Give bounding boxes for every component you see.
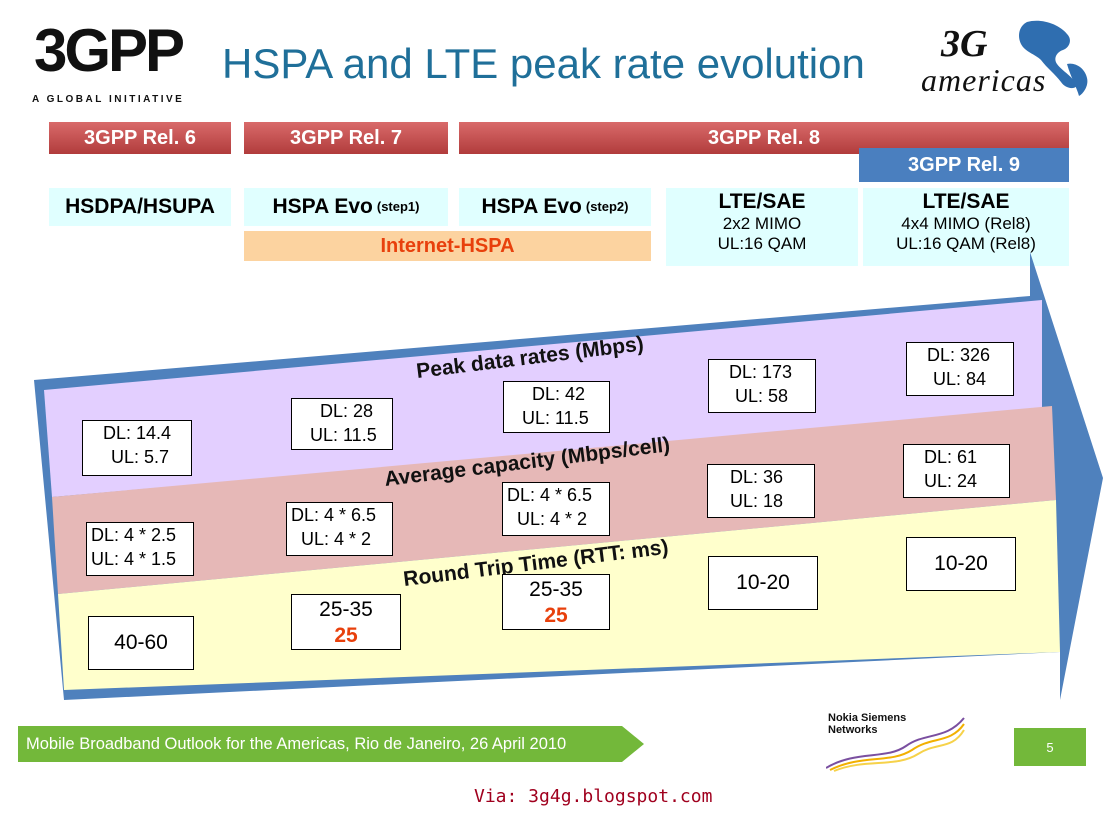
release-rel9: 3GPP Rel. 9 — [859, 148, 1069, 182]
rtt-range: 25-35 — [529, 578, 583, 601]
3gpp-logo-tagline: A GLOBAL INITIATIVE — [32, 94, 185, 105]
release-rel6: 3GPP Rel. 6 — [49, 122, 231, 154]
via-credit: Via: 3g4g.blogspot.com — [474, 786, 713, 807]
rtt-range: 10-20 — [934, 552, 988, 575]
rtt-range: 40-60 — [114, 631, 168, 654]
capacity-box-rel7: DL: 4 * 6.5 UL: 4 * 2 — [286, 502, 393, 556]
tech-lte-sae-rel8-mimo: 2x2 MIMO — [722, 214, 802, 233]
peak-rate-ul: UL: 58 — [735, 386, 789, 406]
nsn-logo-line2: Networks — [828, 724, 878, 736]
nsn-swoosh-icon — [826, 717, 965, 772]
tech-lte-sae-rel9: LTE/SAE 4x4 MIMO (Rel8) UL:16 QAM (Rel8) — [863, 188, 1069, 266]
peak-rate-box-lte-rel8: DL: 173 UL: 58 — [708, 359, 816, 413]
capacity-ul: UL: 18 — [730, 491, 784, 511]
capacity-box-rel6: DL: 4 * 2.5 UL: 4 * 1.5 — [86, 522, 194, 576]
peak-rate-ul: UL: 11.5 — [522, 408, 589, 428]
rtt-box-rel6: 40-60 — [88, 616, 194, 670]
3g-americas-top: 3G — [941, 23, 988, 65]
3gpp-logo-text: 3GPP — [34, 17, 185, 84]
tech-lte-sae-rel9-mimo: 4x4 MIMO (Rel8) — [901, 214, 1031, 233]
peak-rate-box-rel6: DL: 14.4 UL: 5.7 — [82, 420, 192, 476]
footer-arrow-shape — [18, 726, 644, 762]
tech-lte-sae-rel9-title: LTE/SAE — [922, 190, 1010, 213]
rtt-range: 25-35 — [319, 598, 373, 621]
rtt-highlight: 25 — [334, 624, 358, 647]
tech-hsdpa-hsupa-label: HSDPA/HSUPA — [65, 195, 215, 218]
footer-text: Mobile Broadband Outlook for the America… — [26, 735, 567, 753]
peak-rate-box-rel8-hspa: DL: 42 UL: 11.5 — [503, 381, 610, 433]
nsn-logo-line1: Nokia Siemens — [828, 712, 907, 724]
tech-lte-sae-rel8-title: LTE/SAE — [718, 190, 806, 213]
capacity-ul: UL: 24 — [924, 471, 978, 491]
capacity-box-lte-rel9: DL: 61 UL: 24 — [903, 444, 1010, 498]
internet-hspa-bar: Internet-HSPA — [244, 231, 651, 261]
rtt-box-rel8-hspa: 25-35 25 — [502, 574, 610, 630]
footer-banner: Mobile Broadband Outlook for the America… — [18, 722, 648, 771]
page-number: 5 — [1014, 728, 1086, 766]
rtt-range: 10-20 — [736, 571, 790, 594]
capacity-dl: DL: 36 — [730, 467, 784, 487]
americas-map-icon — [1019, 20, 1088, 96]
page-title: HSPA and LTE peak rate evolution — [222, 40, 865, 87]
capacity-box-lte-rel8: DL: 36 UL: 18 — [707, 464, 815, 518]
release-rel7: 3GPP Rel. 7 — [244, 122, 448, 154]
peak-rate-ul: UL: 5.7 — [111, 447, 170, 467]
capacity-ul: UL: 4 * 1.5 — [91, 549, 177, 569]
peak-rate-ul: UL: 11.5 — [310, 425, 377, 445]
capacity-ul: UL: 4 * 2 — [517, 509, 588, 529]
tech-step2-note: (step2) — [585, 199, 629, 214]
tech-hspa-evo-step1-label: HSPA Evo — [272, 195, 373, 218]
tech-hspa-evo-step2: HSPA Evo (step2) — [459, 188, 651, 226]
tech-hspa-evo-step1: HSPA Evo (step1) — [244, 188, 448, 226]
3gpp-logo: 3GPP A GLOBAL INITIATIVE — [30, 16, 190, 111]
tech-hsdpa-hsupa: HSDPA/HSUPA — [49, 188, 231, 226]
peak-rate-dl: DL: 28 — [320, 401, 374, 421]
3g-americas-logo: 3G americas — [915, 14, 1095, 104]
nokia-siemens-networks-logo: Nokia Siemens Networks — [826, 710, 966, 772]
tech-lte-sae-rel8: LTE/SAE 2x2 MIMO UL:16 QAM — [666, 188, 858, 266]
capacity-dl: DL: 4 * 6.5 — [291, 505, 377, 525]
rtt-box-lte-rel8: 10-20 — [708, 556, 818, 610]
capacity-box-rel8-hspa: DL: 4 * 6.5 UL: 4 * 2 — [502, 482, 610, 536]
rtt-highlight: 25 — [544, 604, 568, 627]
peak-rate-box-lte-rel9: DL: 326 UL: 84 — [906, 342, 1014, 396]
3g-americas-word: americas — [921, 62, 1047, 98]
peak-rate-box-rel7: DL: 28 UL: 11.5 — [291, 398, 393, 450]
capacity-dl: DL: 61 — [924, 447, 978, 467]
capacity-dl: DL: 4 * 2.5 — [91, 525, 177, 545]
tech-lte-sae-rel9-qam: UL:16 QAM (Rel8) — [896, 234, 1036, 253]
peak-rate-dl: DL: 14.4 — [103, 423, 172, 443]
peak-rate-ul: UL: 84 — [933, 369, 987, 389]
rtt-box-lte-rel9: 10-20 — [906, 537, 1016, 591]
tech-lte-sae-rel8-qam: UL:16 QAM — [717, 234, 807, 253]
rtt-box-rel7: 25-35 25 — [291, 594, 401, 650]
capacity-ul: UL: 4 * 2 — [301, 529, 372, 549]
tech-hspa-evo-step2-label: HSPA Evo — [481, 195, 582, 218]
capacity-dl: DL: 4 * 6.5 — [507, 485, 593, 505]
tech-step1-note: (step1) — [376, 199, 420, 214]
peak-rate-dl: DL: 173 — [729, 362, 793, 382]
peak-rate-dl: DL: 326 — [927, 345, 991, 365]
peak-rate-dl: DL: 42 — [532, 384, 586, 404]
